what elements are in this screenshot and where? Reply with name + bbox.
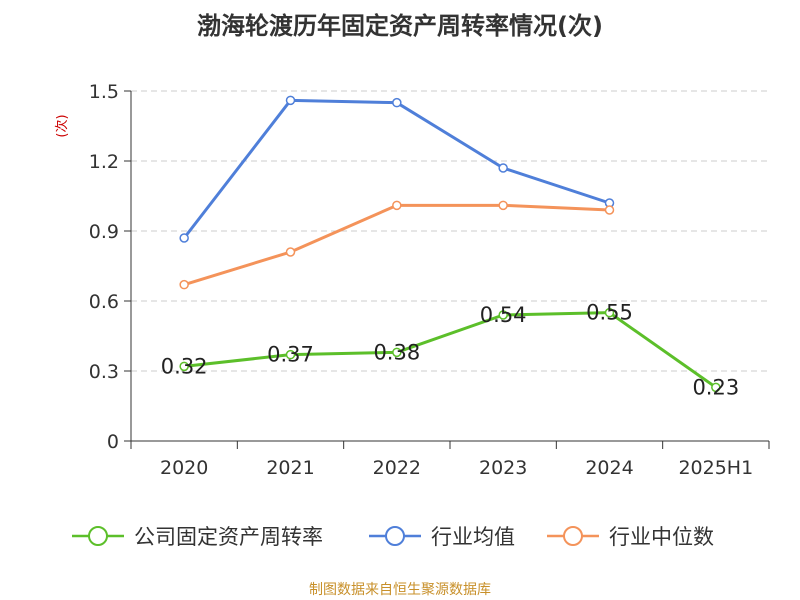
y-tick-label: 1.2 [89, 151, 119, 173]
x-tick-label: 2021 [266, 457, 314, 479]
x-tick-label: 2024 [585, 457, 633, 479]
data-label: 0.38 [373, 340, 420, 364]
data-point [285, 247, 296, 257]
data-point [179, 233, 189, 243]
chart-title: 渤海轮渡历年固定资产周转率情况(次) [197, 12, 603, 40]
data-label: 0.32 [161, 354, 208, 378]
legend-swatch-marker [563, 526, 583, 546]
data-point [392, 97, 402, 108]
legend-label: 行业中位数 [609, 525, 714, 549]
y-tick-label: 0.3 [89, 361, 119, 383]
y-tick-label: 0 [107, 431, 119, 453]
data-point [285, 95, 296, 106]
data-point [498, 163, 508, 173]
x-tick-label: 2025H1 [678, 457, 753, 479]
data-label: 0.23 [692, 375, 739, 399]
x-tick-label: 2022 [373, 457, 421, 479]
data-point [711, 382, 721, 393]
series-line [182, 98, 610, 239]
legend-item[interactable]: 公司固定资产周转率 [72, 525, 323, 549]
legend-label: 公司固定资产周转率 [134, 525, 323, 549]
y-tick-label: 0.9 [89, 221, 119, 243]
y-tick-label: 1.5 [89, 81, 119, 103]
y-tick-label: 0.6 [89, 291, 119, 313]
data-point [179, 361, 189, 372]
grid-layer [131, 90, 769, 372]
data-point [498, 310, 508, 320]
source-note: 制图数据来自恒生聚源数据库 [309, 582, 491, 598]
series-line [183, 203, 610, 287]
legend-item[interactable]: 行业中位数 [547, 525, 714, 549]
legend-label: 行业均值 [431, 525, 515, 549]
data-label: 0.54 [480, 303, 527, 327]
series-line [184, 311, 717, 389]
data-point [498, 200, 508, 211]
legend-swatch-marker [88, 526, 108, 546]
data-label: 0.37 [267, 343, 314, 367]
data-point [179, 279, 189, 290]
y-axis-title: (次) [54, 114, 70, 137]
axis-layer: 0 0.3 0.6 0.9 1.2 1.5 2020 2021 2022 2023 2024 2025… [89, 81, 770, 479]
data-point [392, 347, 402, 358]
data-label: 0.55 [586, 301, 633, 325]
data-point [604, 307, 615, 318]
legend-swatch-marker [385, 526, 405, 546]
legend: 公司固定资产周转率 行业均值 行业中位数 [72, 525, 714, 549]
x-tick-label: 2023 [479, 457, 527, 479]
legend-item[interactable]: 行业均值 [369, 525, 515, 549]
data-point [285, 349, 296, 360]
data-point [604, 205, 615, 215]
x-tick-label: 2020 [160, 457, 208, 479]
data-label-layer: 0.32 0.37 0.38 0.54 0.55 0.23 [161, 301, 739, 400]
series-layer [179, 95, 721, 393]
data-point [392, 200, 402, 211]
